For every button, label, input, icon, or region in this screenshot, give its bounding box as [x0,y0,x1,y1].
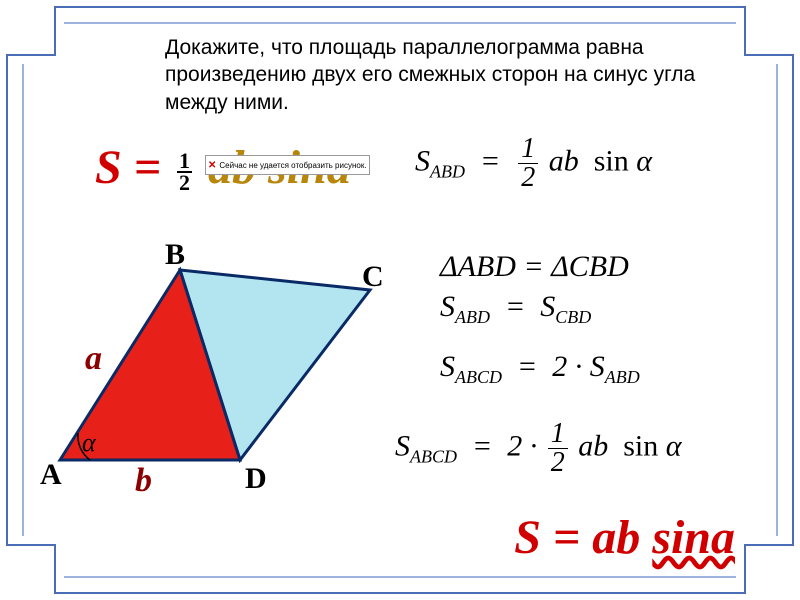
side-b-label: b [135,462,152,500]
equation-triangle-area: SABD = 12 ab sin α [415,135,652,192]
vertex-C: C [362,260,384,294]
formula-lhs: S = [95,141,161,194]
fraction-denominator: 2 [177,173,192,193]
equation-parallelogram-expanded: SABCD = 2 · 12 ab sin α [395,420,682,477]
frame-corner [744,544,794,594]
error-text: Сейчас не удается отобразить рисунок. [219,161,366,170]
equation-congruent-triangles: ΔABD = ΔCBD SABD = SCBD [440,250,629,328]
broken-image-placeholder: ✕ Сейчас не удается отобразить рисунок. [205,155,370,175]
frame-corner [6,6,56,56]
error-icon: ✕ [208,160,216,171]
frame-corner [6,544,56,594]
frame-inner-line [776,64,778,536]
equation-parallelogram-double: SABCD = 2 · SABD [440,350,640,388]
vertex-A: A [40,458,62,492]
frame-inner-line [64,576,736,578]
vertex-B: B [165,238,185,272]
frame-corner [744,6,794,56]
problem-statement: Докажите, что площадь параллелограмма ра… [165,34,725,116]
frame-inner-line [64,22,736,24]
parallelogram-diagram: A B C D a b α [40,240,420,500]
vertex-D: D [245,462,267,496]
angle-alpha-label: α [82,428,96,458]
side-a-label: a [85,340,102,378]
frame-inner-line [22,64,24,536]
formula-result: S = ab sina [514,510,735,565]
fraction-half: 1 2 [177,151,192,193]
